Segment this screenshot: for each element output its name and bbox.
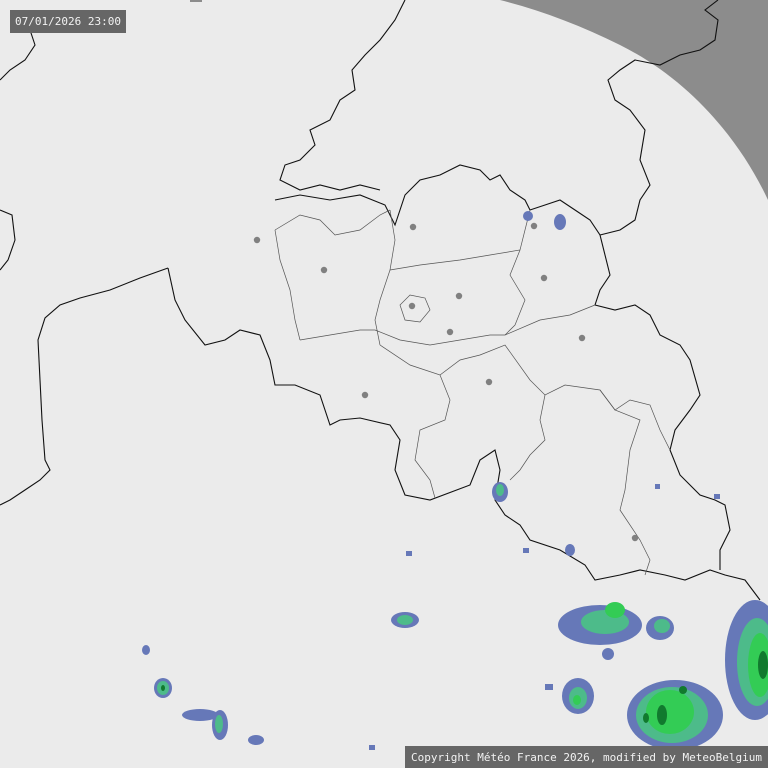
city-dot [320,266,328,274]
city-dot [253,236,261,244]
city-dot [530,222,538,230]
city-dot [540,274,548,282]
belgium-border [167,267,761,601]
city-dot [446,328,454,336]
city-markers [253,222,639,542]
city-dot [361,391,369,399]
timestamp-label: 07/01/2026 23:00 [10,10,126,33]
city-dot [409,223,417,231]
city-dot [631,534,639,542]
germany-border [599,0,719,236]
precipitation-echoes [142,211,768,750]
city-dot [455,292,463,300]
city-dot [578,334,586,342]
city-dot [485,378,493,386]
country-borders [0,0,761,601]
province-borders [274,209,671,576]
copyright-label: Copyright Météo France 2026, modified by… [405,746,768,768]
uk-coast [279,0,406,191]
netherlands-border [274,164,731,570]
city-dot [408,302,416,310]
out-of-range-area [500,0,768,200]
france-coast [0,267,169,506]
